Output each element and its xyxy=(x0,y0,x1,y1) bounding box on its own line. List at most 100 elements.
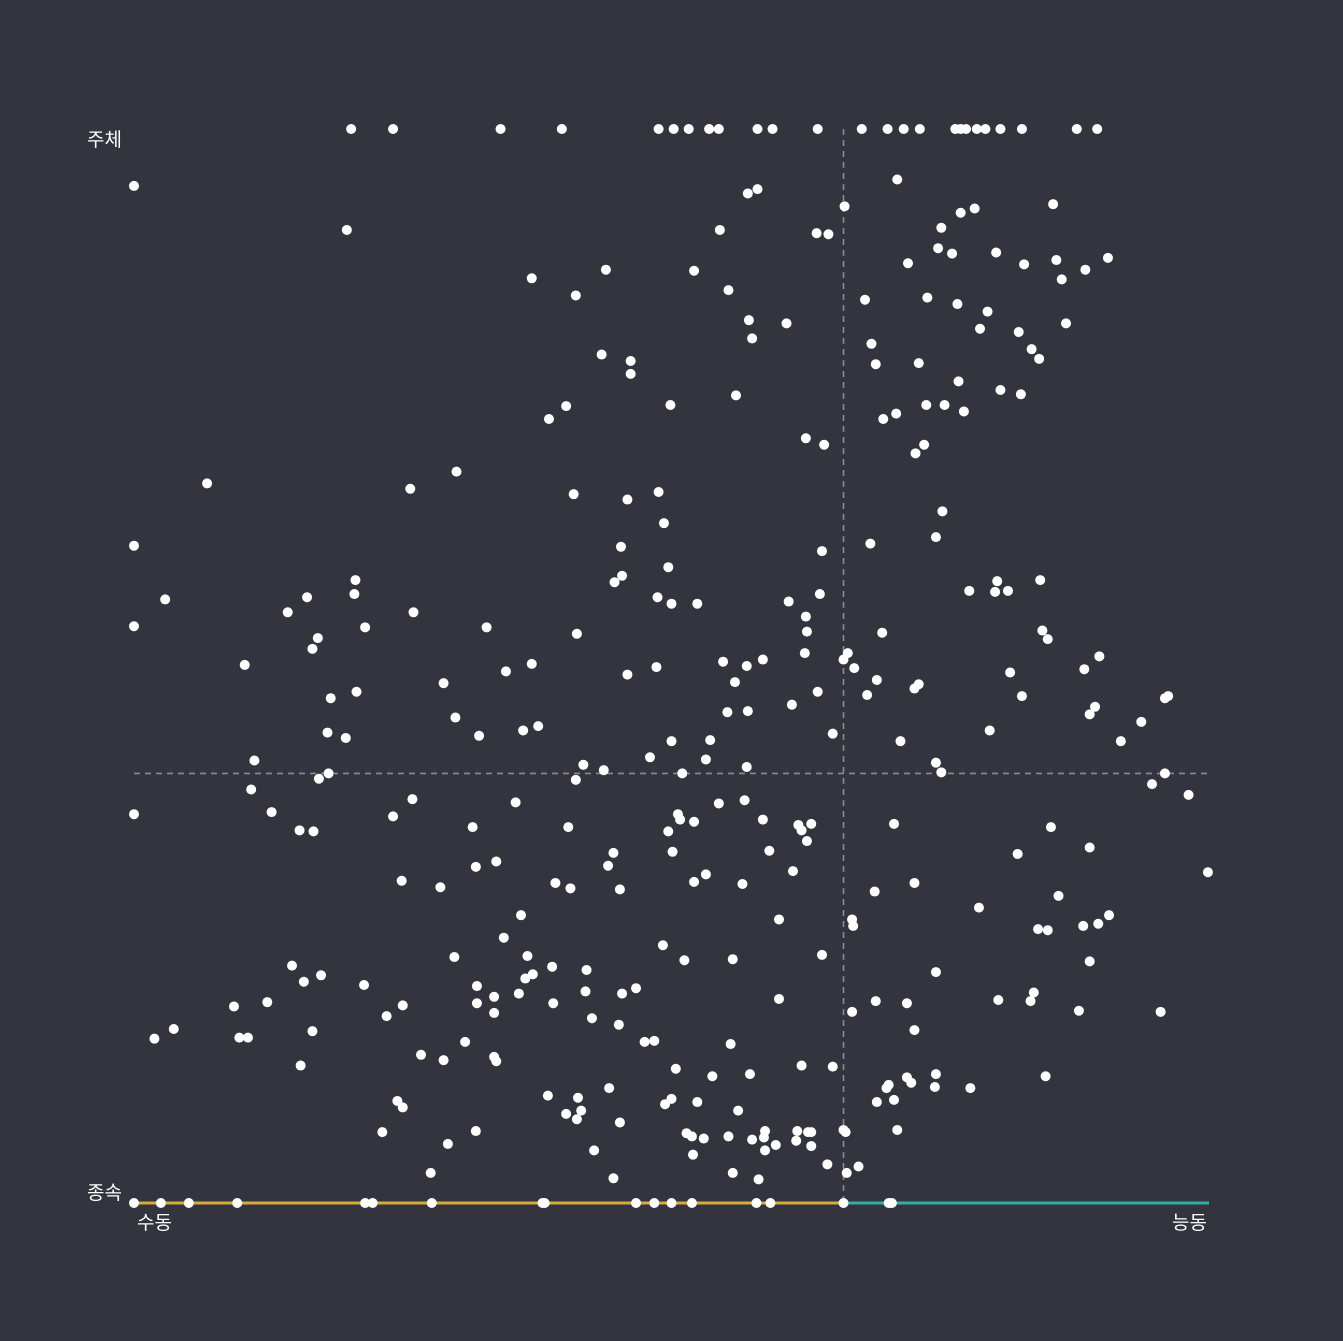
data-point xyxy=(341,224,352,235)
data-point xyxy=(426,1198,437,1208)
data-point xyxy=(995,384,1006,395)
data-point xyxy=(578,759,589,770)
data-point xyxy=(1104,910,1115,921)
data-point xyxy=(786,699,797,710)
data-point xyxy=(346,124,357,134)
data-point xyxy=(817,546,827,557)
data-point xyxy=(919,439,930,450)
data-point xyxy=(581,964,592,975)
data-point xyxy=(576,1105,587,1116)
data-point xyxy=(349,589,360,600)
data-point xyxy=(307,1026,318,1037)
data-point xyxy=(653,124,664,134)
data-point xyxy=(765,1198,776,1208)
data-point xyxy=(1159,693,1170,704)
data-point xyxy=(1071,124,1082,134)
data-point xyxy=(160,594,171,605)
data-point xyxy=(689,816,700,827)
data-point xyxy=(1202,867,1213,878)
data-point xyxy=(838,1198,849,1208)
x-right-label: 능동 xyxy=(1172,1212,1207,1234)
data-point xyxy=(787,866,798,877)
data-point xyxy=(814,589,825,600)
data-point xyxy=(513,988,524,999)
data-point xyxy=(743,315,754,326)
data-point xyxy=(895,736,906,747)
data-point xyxy=(801,836,812,847)
data-point xyxy=(359,979,370,990)
data-point xyxy=(1012,848,1023,859)
data-point xyxy=(741,761,752,772)
data-point xyxy=(471,998,482,1009)
data-point xyxy=(516,910,526,921)
data-point xyxy=(889,818,900,829)
data-point xyxy=(862,689,873,700)
data-point xyxy=(760,1145,771,1156)
data-point xyxy=(246,784,257,795)
data-point xyxy=(692,1097,703,1108)
data-point xyxy=(491,1056,502,1067)
data-point xyxy=(442,1138,453,1149)
data-point xyxy=(731,390,741,401)
data-point xyxy=(698,1133,709,1144)
data-point xyxy=(228,1001,239,1012)
data-point xyxy=(744,1069,755,1080)
data-point xyxy=(1016,691,1027,702)
data-point xyxy=(282,607,293,618)
data-point xyxy=(663,826,674,837)
data-point xyxy=(1102,252,1113,263)
data-point xyxy=(799,648,810,659)
data-point xyxy=(993,995,1004,1006)
data-point xyxy=(360,622,371,633)
data-point xyxy=(961,124,972,134)
data-point xyxy=(733,1105,744,1116)
data-point xyxy=(683,124,694,134)
data-point xyxy=(438,1055,449,1066)
data-point xyxy=(155,1198,166,1208)
data-point xyxy=(561,401,572,412)
y-top-label: 주체 xyxy=(87,129,122,151)
data-point xyxy=(351,686,362,697)
data-point xyxy=(827,728,838,739)
data-point xyxy=(841,1167,852,1178)
data-point xyxy=(823,229,834,240)
data-point xyxy=(657,940,668,951)
data-point xyxy=(913,358,924,369)
data-point xyxy=(615,541,626,552)
data-point xyxy=(129,809,139,820)
data-point xyxy=(312,633,323,644)
data-point xyxy=(975,323,986,334)
data-point xyxy=(964,585,975,596)
data-point xyxy=(806,818,817,829)
data-point xyxy=(990,586,1001,597)
data-point xyxy=(933,243,944,254)
data-point xyxy=(262,997,273,1008)
data-point xyxy=(325,693,336,704)
data-point xyxy=(793,819,804,830)
data-point xyxy=(764,845,775,856)
data-point xyxy=(617,570,628,581)
data-point xyxy=(416,1049,427,1060)
data-point xyxy=(631,983,642,994)
data-point xyxy=(849,663,860,674)
data-point xyxy=(1033,924,1044,935)
data-point xyxy=(692,598,703,609)
data-point xyxy=(666,736,677,747)
data-point xyxy=(713,798,724,809)
data-point xyxy=(388,124,399,134)
data-point xyxy=(481,622,492,633)
data-point xyxy=(1090,701,1101,712)
data-point xyxy=(149,1033,160,1044)
data-point xyxy=(239,659,250,670)
data-point xyxy=(500,666,511,677)
data-point xyxy=(470,861,481,872)
data-point xyxy=(622,669,633,680)
data-point xyxy=(819,439,830,450)
data-point xyxy=(589,1145,600,1156)
data-point xyxy=(1048,199,1059,210)
data-point xyxy=(547,961,558,972)
data-point xyxy=(377,1127,388,1138)
y-bottom-label: 종속 xyxy=(87,1182,122,1204)
data-point xyxy=(665,400,676,411)
data-point xyxy=(617,988,628,999)
